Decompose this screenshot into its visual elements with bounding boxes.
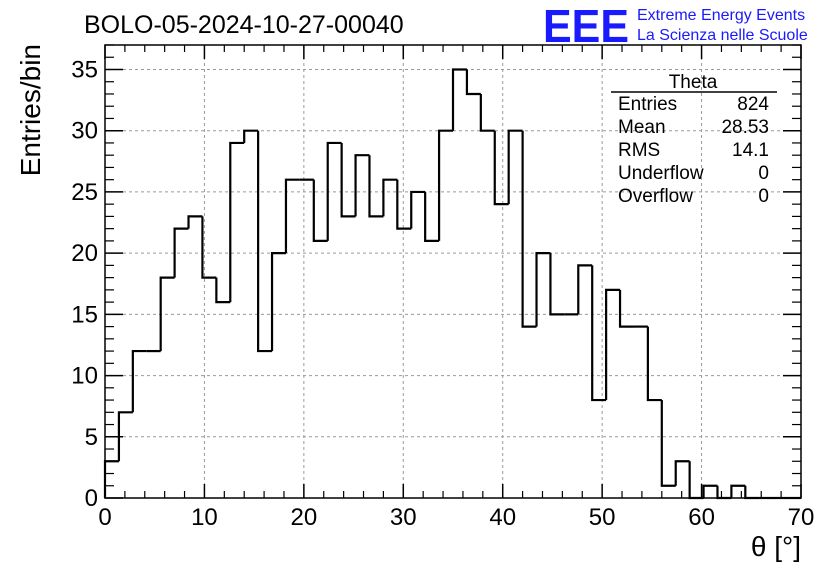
- histogram-bin: [424, 191, 440, 242]
- histogram-bin: [215, 277, 231, 304]
- histogram-bin: [340, 142, 356, 218]
- chart-title: BOLO-05-2024-10-27-00040: [84, 11, 404, 39]
- stats-label: RMS: [618, 140, 660, 161]
- histogram-bin: [716, 485, 732, 500]
- histogram-bin: [577, 264, 593, 315]
- x-tick-label: 0: [98, 504, 111, 531]
- histogram-bin: [131, 349, 147, 413]
- y-tick-label: 30: [71, 118, 98, 145]
- y-tick-label: 0: [85, 485, 98, 512]
- brand-line-1: Extreme Energy Events: [637, 7, 805, 24]
- histogram-bin: [354, 154, 370, 217]
- histogram-bin: [173, 227, 189, 278]
- y-tick-label: 20: [71, 240, 98, 267]
- histogram: [103, 68, 801, 500]
- histogram-bin: [201, 216, 217, 279]
- brand-logo: EEE: [543, 0, 629, 52]
- histogram-bin: [326, 141, 342, 241]
- stats-box: Theta Entries 824 Mean 28.53 RMS 14.1 Underflo…: [611, 72, 777, 207]
- x-tick-label: 10: [191, 504, 218, 531]
- histogram-bin: [103, 460, 119, 498]
- y-tick-label: 15: [71, 301, 98, 328]
- histogram-bin: [674, 460, 690, 486]
- histogram-bin: [257, 130, 273, 353]
- x-tick-label: 70: [788, 504, 815, 531]
- histogram-bin: [368, 155, 384, 218]
- histogram-bin: [646, 326, 662, 402]
- histogram-bin: [744, 485, 760, 500]
- histogram-bin: [507, 129, 523, 205]
- histogram-bin: [702, 484, 718, 498]
- histogram-bin: [270, 252, 286, 352]
- x-tick-label: 40: [489, 504, 516, 531]
- histogram-bin: [493, 130, 509, 206]
- stats-value: 14.1: [732, 140, 769, 161]
- y-tick-label: 10: [71, 363, 98, 390]
- histogram-bin: [159, 276, 175, 352]
- histogram-bin: [521, 130, 537, 328]
- stats-rows: Entries 824 Mean 28.53 RMS 14.1 Underflow 0 Over…: [618, 94, 769, 207]
- stats-label: Entries: [618, 94, 677, 115]
- x-tick-label: 60: [688, 504, 715, 531]
- stats-value: 0: [758, 163, 769, 184]
- histogram-bin: [437, 129, 453, 241]
- y-tick-label: 5: [85, 424, 98, 451]
- histogram-bin: [187, 215, 203, 229]
- histogram-bin: [117, 411, 133, 462]
- histogram-bin: [549, 253, 565, 316]
- brand-line-2: La Scienza nelle Scuole: [637, 27, 808, 44]
- stats-value: 0: [758, 186, 769, 207]
- histogram-bin: [618, 289, 634, 328]
- histogram-bin: [451, 68, 467, 131]
- histogram-bin: [229, 141, 245, 303]
- histogram-bin: [243, 129, 259, 143]
- x-tick-label: 30: [390, 504, 417, 531]
- histogram-bin: [465, 69, 481, 96]
- stats-label: Mean: [618, 117, 666, 138]
- plot-frame: [104, 44, 802, 499]
- stats-value: 824: [737, 94, 769, 115]
- histogram-bin: [382, 178, 398, 217]
- stats-value: 28.53: [721, 117, 769, 138]
- brand: EEE Extreme Energy Events La Scienza nel…: [543, 0, 808, 52]
- histogram-bin: [312, 179, 328, 242]
- axis-ticks: [104, 44, 802, 499]
- histogram-bin: [660, 400, 676, 487]
- stats-title: Theta: [669, 72, 718, 93]
- histogram-bin: [396, 179, 412, 230]
- stats-label: Underflow: [618, 163, 704, 184]
- histogram-bin: [605, 288, 621, 401]
- y-tick-labels: 0 5 10 15 20 25 30 35: [71, 56, 98, 512]
- stats-label: Overflow: [618, 186, 693, 207]
- histogram-bin: [591, 265, 607, 402]
- histogram-bin: [410, 190, 426, 229]
- x-tick-label: 50: [589, 504, 616, 531]
- y-tick-label: 35: [71, 56, 98, 83]
- x-tick-label: 20: [291, 504, 318, 531]
- histogram-bin: [479, 93, 495, 132]
- y-tick-label: 25: [71, 179, 98, 206]
- x-axis-label: θ [°]: [751, 531, 801, 562]
- y-axis-label: Entries/bin: [15, 44, 46, 176]
- histogram-bin: [535, 252, 551, 327]
- histogram-bin: [284, 178, 300, 254]
- x-tick-labels: 0 10 20 30 40 50 60 70: [98, 504, 814, 531]
- histogram-bin: [730, 484, 746, 498]
